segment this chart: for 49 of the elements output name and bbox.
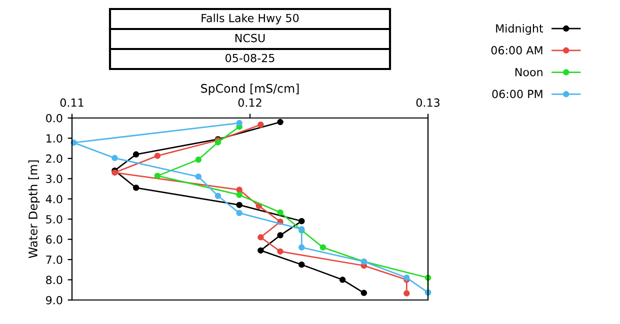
point <box>154 152 161 159</box>
point <box>154 172 161 179</box>
point <box>298 261 305 268</box>
x-tick-label: 0.11 <box>60 98 84 107</box>
point <box>258 122 264 128</box>
point <box>320 244 326 251</box>
point <box>277 248 284 255</box>
point <box>112 154 118 162</box>
point <box>195 174 202 180</box>
chart-subtitle: NCSU <box>235 34 265 42</box>
point <box>298 218 305 224</box>
x-axis-title: SpCond [mS/cm] <box>201 84 299 96</box>
x-tick-label: 0.13 <box>416 98 440 107</box>
legend-label: Noon <box>515 68 542 76</box>
y-tick-label: 4.0 <box>46 194 62 204</box>
y-tick-label: 5.0 <box>46 215 62 224</box>
point <box>277 209 284 216</box>
point <box>236 202 242 208</box>
y-tick-label: 2.0 <box>46 154 62 163</box>
point <box>132 184 140 191</box>
legend-label: 06:00 AM <box>491 46 542 54</box>
point <box>339 276 346 283</box>
point <box>298 244 305 251</box>
point <box>132 151 140 158</box>
y-tick-label: 3.0 <box>46 174 62 184</box>
y-tick-label: 7.0 <box>46 256 62 264</box>
point <box>195 156 202 163</box>
y-tick-label: 0.0 <box>46 114 62 122</box>
text: 05-08-25 <box>226 54 274 62</box>
y-tick-label: 1.0 <box>46 134 62 143</box>
point <box>236 120 242 126</box>
y-axis-title: Water Depth [m] <box>28 160 40 258</box>
point <box>258 234 264 240</box>
legend-label: 06:00 PM <box>492 90 542 98</box>
chart-title: Falls Lake Hwy 50 <box>202 14 299 24</box>
y-tick-label: 9.0 <box>46 296 62 304</box>
legend-label: Midnight <box>496 24 544 35</box>
point <box>360 290 368 296</box>
y-tick-label: 8.0 <box>46 276 62 284</box>
point <box>236 210 242 216</box>
point <box>277 118 284 126</box>
point <box>214 192 222 199</box>
y-tick-label: 6.0 <box>46 235 62 244</box>
point <box>277 232 284 238</box>
point <box>236 192 242 198</box>
point <box>236 186 242 193</box>
point <box>404 290 410 296</box>
point <box>258 247 264 254</box>
x-tick-label: 0.12 <box>238 98 262 107</box>
